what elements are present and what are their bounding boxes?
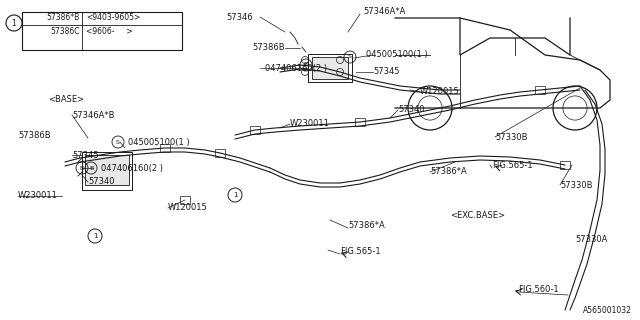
Bar bbox=[250, 126, 260, 134]
Text: 57345: 57345 bbox=[72, 150, 99, 159]
Bar bbox=[308, 54, 352, 82]
Text: W120015: W120015 bbox=[420, 87, 460, 97]
Text: B: B bbox=[80, 165, 84, 171]
Text: <9606-     >: <9606- > bbox=[86, 27, 132, 36]
Text: 57386C: 57386C bbox=[51, 27, 80, 36]
Text: B: B bbox=[89, 165, 93, 171]
Text: W120015: W120015 bbox=[168, 204, 208, 212]
Text: S: S bbox=[116, 140, 120, 145]
Bar bbox=[535, 86, 545, 94]
Text: <BASE>: <BASE> bbox=[48, 95, 84, 105]
Text: FIG.565-1: FIG.565-1 bbox=[340, 247, 381, 257]
Bar bbox=[560, 161, 570, 169]
Text: 57346A*B: 57346A*B bbox=[72, 110, 115, 119]
Text: 57346: 57346 bbox=[227, 12, 253, 21]
Text: 57386B: 57386B bbox=[252, 44, 285, 52]
Text: 1: 1 bbox=[12, 19, 17, 28]
Text: FIG.560-1: FIG.560-1 bbox=[518, 285, 559, 294]
Text: 57346A*A: 57346A*A bbox=[363, 7, 405, 17]
Bar bbox=[82, 152, 132, 190]
Text: 1: 1 bbox=[233, 192, 237, 198]
Text: 57330B: 57330B bbox=[560, 180, 593, 189]
Text: 047406160(2 ): 047406160(2 ) bbox=[265, 63, 327, 73]
Text: <EXC.BASE>: <EXC.BASE> bbox=[450, 211, 505, 220]
Bar bbox=[355, 118, 365, 126]
Text: 57330B: 57330B bbox=[495, 132, 527, 141]
Text: A565001032: A565001032 bbox=[583, 306, 632, 315]
Text: 57345: 57345 bbox=[373, 68, 399, 76]
Text: FIG.565-1: FIG.565-1 bbox=[492, 161, 532, 170]
Bar bbox=[215, 149, 225, 157]
Text: W230011: W230011 bbox=[290, 119, 330, 129]
Text: 57340: 57340 bbox=[88, 178, 115, 187]
Text: 57340: 57340 bbox=[398, 106, 424, 115]
Text: 045005100(1 ): 045005100(1 ) bbox=[128, 138, 189, 147]
Bar bbox=[22, 12, 182, 50]
Bar bbox=[312, 57, 348, 79]
Bar bbox=[160, 144, 170, 152]
Text: 1: 1 bbox=[93, 233, 97, 239]
Text: B: B bbox=[304, 62, 308, 68]
Bar bbox=[85, 155, 129, 185]
Text: 57330A: 57330A bbox=[575, 236, 607, 244]
Text: 57386B: 57386B bbox=[18, 131, 51, 140]
Bar bbox=[180, 196, 190, 204]
Text: 57386*A: 57386*A bbox=[348, 220, 385, 229]
Text: 57386*B: 57386*B bbox=[47, 13, 80, 22]
Text: S: S bbox=[348, 54, 352, 60]
Text: 045005100(1 ): 045005100(1 ) bbox=[366, 51, 428, 60]
Text: 57386*A: 57386*A bbox=[430, 167, 467, 177]
Text: 047406160(2 ): 047406160(2 ) bbox=[101, 164, 163, 172]
Text: W230011: W230011 bbox=[18, 191, 58, 201]
Text: <9403-9605>: <9403-9605> bbox=[86, 13, 140, 22]
